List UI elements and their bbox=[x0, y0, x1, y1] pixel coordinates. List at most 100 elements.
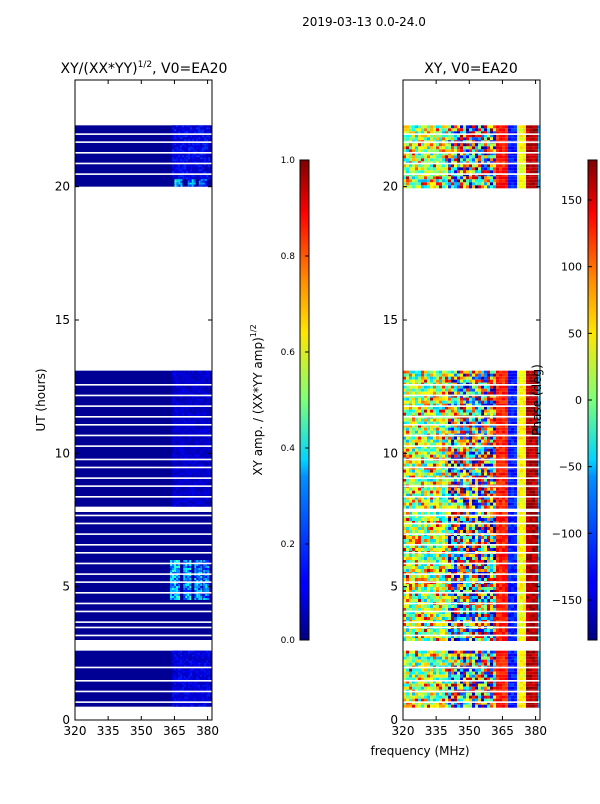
amp-cell bbox=[183, 560, 185, 562]
phase-cell bbox=[508, 524, 511, 527]
phase-cell bbox=[442, 539, 445, 542]
phase-cell bbox=[505, 584, 508, 587]
amp-cell bbox=[186, 489, 188, 491]
phase-cell bbox=[508, 569, 511, 572]
phase-cell bbox=[532, 527, 535, 530]
phase-cell bbox=[475, 699, 478, 702]
phase-cell bbox=[517, 660, 520, 663]
amp-cell bbox=[194, 181, 196, 183]
amp-cell bbox=[192, 489, 194, 491]
phase-cell bbox=[517, 554, 520, 557]
amp-cell bbox=[198, 596, 200, 598]
phase-cell bbox=[517, 657, 520, 660]
phase-cell bbox=[448, 657, 451, 660]
amp-cell bbox=[196, 129, 198, 131]
phase-cell bbox=[454, 566, 457, 569]
amp-cell bbox=[206, 693, 208, 695]
amp-cell bbox=[186, 175, 188, 177]
amp-cell bbox=[200, 584, 202, 586]
phase-cell bbox=[466, 696, 469, 699]
amp-cell bbox=[172, 653, 174, 655]
phase-cell bbox=[532, 660, 535, 663]
phase-cell bbox=[427, 530, 430, 533]
amp-cell bbox=[178, 145, 180, 147]
phase-cell bbox=[493, 584, 496, 587]
phase-cell bbox=[442, 675, 445, 678]
phase-cell bbox=[442, 566, 445, 569]
amp-cell bbox=[206, 399, 208, 401]
amp-cell bbox=[206, 487, 208, 489]
phase-cell bbox=[427, 684, 430, 687]
amp-cell bbox=[174, 455, 176, 457]
amp-cell bbox=[196, 377, 198, 379]
phase-cell bbox=[535, 657, 538, 660]
amp-cell bbox=[176, 578, 178, 580]
phase-cell bbox=[484, 663, 487, 666]
amp-cell bbox=[172, 131, 174, 133]
amp-cell bbox=[174, 675, 176, 677]
amp-cell bbox=[206, 697, 208, 699]
amp-cell bbox=[172, 167, 174, 169]
phase-cell bbox=[406, 669, 409, 672]
amp-cell bbox=[196, 449, 198, 451]
phase-cell bbox=[433, 512, 436, 515]
phase-cell bbox=[469, 696, 472, 699]
amp-cell bbox=[208, 689, 210, 691]
phase-cell bbox=[484, 699, 487, 702]
amp-cell bbox=[200, 411, 202, 413]
amp-cell bbox=[206, 139, 208, 141]
amp-cell bbox=[198, 659, 200, 661]
phase-cell bbox=[481, 524, 484, 527]
amp-cell bbox=[200, 431, 202, 433]
amp-cell bbox=[187, 594, 189, 596]
amp-cell bbox=[178, 455, 180, 457]
phase-cell bbox=[493, 699, 496, 702]
phase-cell bbox=[460, 672, 463, 675]
amp-cell bbox=[186, 469, 188, 471]
amp-cell bbox=[204, 441, 206, 443]
phase-cell bbox=[511, 539, 514, 542]
amp-cell bbox=[200, 661, 202, 663]
phase-cell bbox=[523, 527, 526, 530]
amp-cell bbox=[204, 693, 206, 695]
amp-cell bbox=[184, 689, 186, 691]
amp-cell bbox=[186, 177, 188, 179]
phase-cell bbox=[499, 672, 502, 675]
phase-cell bbox=[493, 663, 496, 666]
phase-cell bbox=[478, 557, 481, 560]
amp-cell bbox=[190, 419, 192, 421]
amp-cell bbox=[187, 576, 189, 578]
amp-cell bbox=[174, 135, 176, 137]
phase-cell bbox=[535, 539, 538, 542]
amp-cell bbox=[206, 127, 208, 129]
phase-cell bbox=[445, 512, 448, 515]
amp-cell bbox=[186, 131, 188, 133]
phase-cell bbox=[514, 587, 517, 590]
phase-cell bbox=[436, 596, 439, 599]
amp-cell bbox=[192, 409, 194, 411]
phase-cell bbox=[406, 699, 409, 702]
amp-cell bbox=[206, 431, 208, 433]
phase-cell bbox=[436, 657, 439, 660]
phase-cell bbox=[469, 548, 472, 551]
phase-cell bbox=[436, 687, 439, 690]
amp-cell bbox=[202, 689, 204, 691]
phase-cell bbox=[520, 672, 523, 675]
amp-cell bbox=[192, 371, 194, 373]
amp-cell bbox=[180, 457, 182, 459]
amp-cell bbox=[200, 391, 202, 393]
amp-cell bbox=[176, 493, 178, 495]
amp-cell bbox=[174, 578, 176, 580]
amp-cell bbox=[184, 483, 186, 485]
amp-cell bbox=[188, 389, 190, 391]
amp-cell bbox=[208, 659, 210, 661]
amp-cell bbox=[194, 409, 196, 411]
amp-cell bbox=[204, 463, 206, 465]
amp-cell bbox=[184, 693, 186, 695]
amp-cell bbox=[178, 481, 180, 483]
amp-cell bbox=[188, 381, 190, 383]
phase-cell bbox=[406, 654, 409, 657]
amp-cell bbox=[184, 135, 186, 137]
phase-cell bbox=[433, 527, 436, 530]
phase-cell bbox=[487, 569, 490, 572]
